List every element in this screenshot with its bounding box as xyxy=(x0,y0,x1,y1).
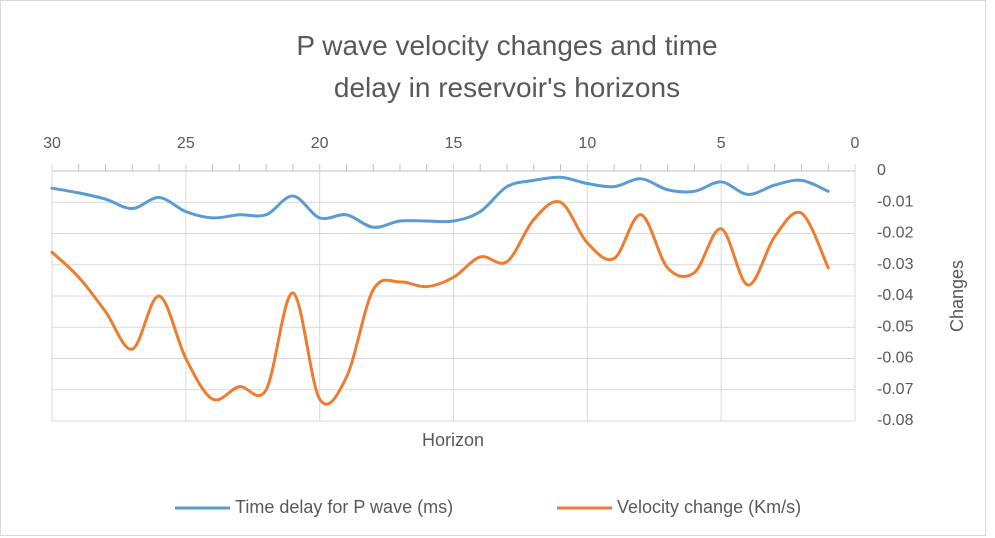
x-tick-label: 10 xyxy=(578,135,596,152)
series-line xyxy=(50,175,830,229)
y-tick-label: -0.07 xyxy=(877,381,914,398)
x-tick-label: 0 xyxy=(851,135,860,152)
y-tick-label: -0.05 xyxy=(877,318,914,335)
y-tick-label: -0.03 xyxy=(877,256,914,273)
x-axis-title: Horizon xyxy=(422,430,484,450)
legend-label: Time delay for P wave (ms) xyxy=(235,497,453,517)
y-tick-label: -0.08 xyxy=(877,412,914,429)
x-tick-label: 5 xyxy=(717,135,726,152)
y-tick-label: -0.02 xyxy=(877,225,914,242)
chart-title: P wave velocity changes and time delay in… xyxy=(296,30,717,103)
y-tick-label: -0.01 xyxy=(877,193,914,210)
series-line xyxy=(50,199,830,406)
legend-label: Velocity change (Km/s) xyxy=(617,497,801,517)
x-tick-label: 15 xyxy=(445,135,463,152)
y-tick-label: 0 xyxy=(877,162,886,179)
x-tick-label: 20 xyxy=(311,135,329,152)
x-tick-label: 30 xyxy=(43,135,61,152)
y-axis-title: Changes xyxy=(947,260,967,332)
y-tick-label: -0.06 xyxy=(877,350,914,367)
y-tick-label: -0.04 xyxy=(877,287,914,304)
x-tick-label: 25 xyxy=(177,135,195,152)
